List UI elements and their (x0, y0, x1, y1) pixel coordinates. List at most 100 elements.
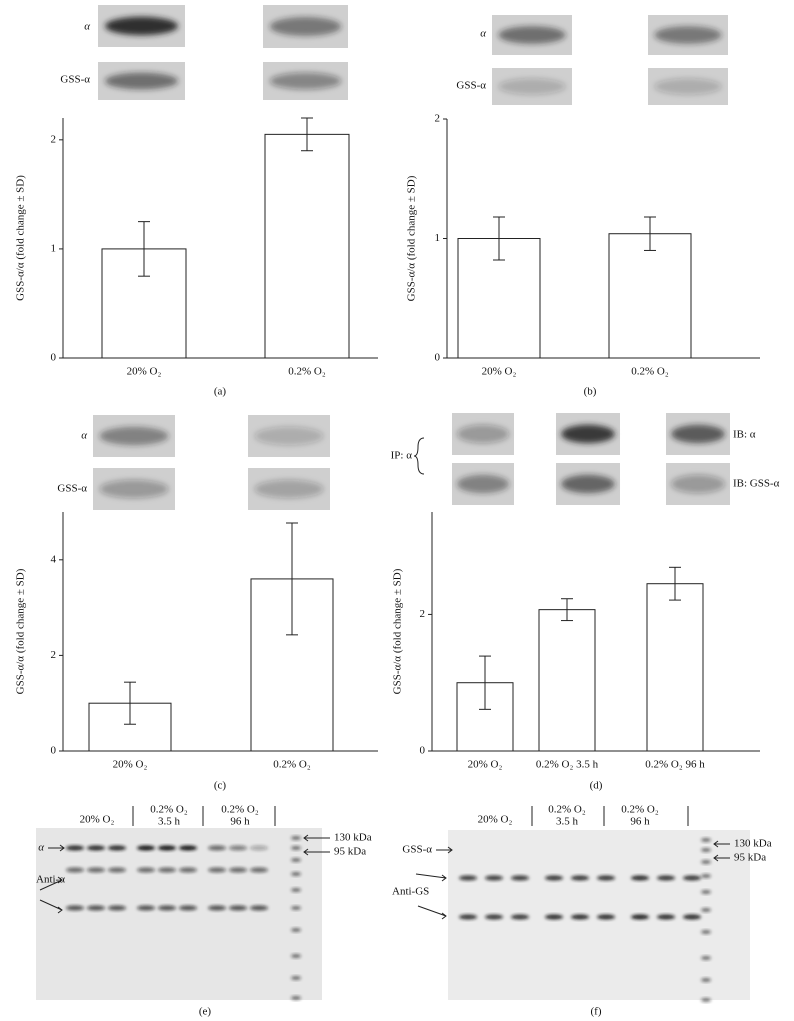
ladder-band (291, 954, 301, 958)
blot-band (158, 867, 176, 873)
ladder-band (701, 908, 711, 912)
blot-band (99, 426, 169, 446)
blot-band (254, 479, 324, 499)
marker-label: 130 kDa (334, 832, 372, 844)
lane-label: 20% O₂ (80, 814, 115, 826)
blot-band (269, 72, 342, 90)
panel-label: (d) (590, 780, 603, 792)
blot-band (66, 905, 84, 911)
blot-band (208, 905, 226, 911)
x-tick-label: 20% O₂ (482, 366, 517, 378)
blot-band (87, 905, 105, 911)
bar (538, 609, 596, 752)
blot (36, 828, 322, 1000)
error-bar (138, 221, 150, 277)
blot-band (158, 845, 176, 851)
blot-band (137, 845, 155, 851)
error-bar (561, 598, 573, 622)
blot-band (511, 875, 529, 881)
y-axis-label: GSS-α/α (fold change ± SD) (406, 175, 418, 301)
ladder-band (701, 838, 711, 842)
blot-band (657, 875, 675, 881)
blot-band (459, 914, 477, 920)
x-tick-label: 0.2% O₂ (288, 366, 326, 378)
lane-label: 96 h (630, 816, 650, 828)
arrow (39, 899, 63, 914)
blot-band (137, 867, 155, 873)
ladder-band (291, 858, 301, 862)
x-tick-label: 0.2% O₂ (631, 366, 669, 378)
marker-arrow (713, 840, 730, 848)
blot-band (671, 474, 725, 494)
y-tick-label: 1 (435, 232, 441, 244)
blot-label: α (84, 21, 90, 33)
x-tick-label: 20% O₂ (113, 759, 148, 771)
ladder-band (291, 836, 301, 840)
blot-label: GSS-α (57, 483, 87, 495)
ladder-band (701, 860, 711, 864)
blot-band (511, 914, 529, 920)
y-tick-label: 2 (420, 608, 426, 620)
x-tick-label: 0.2% O₂ 96 h (645, 759, 705, 771)
marker-arrow (303, 834, 330, 842)
error-bar (493, 216, 505, 261)
blot-band (671, 424, 725, 444)
blot-band (108, 867, 126, 873)
blot-band (254, 426, 324, 446)
arrow (39, 876, 63, 891)
blot-band (250, 867, 268, 873)
marker-label: 130 kDa (734, 838, 772, 850)
blot-band (654, 26, 722, 44)
error-bar (124, 681, 136, 725)
blot-band (158, 905, 176, 911)
y-tick-label: 2 (435, 113, 441, 125)
blot-band (108, 905, 126, 911)
ladder-band (291, 846, 301, 850)
blot-band (683, 914, 701, 920)
blot-band (87, 845, 105, 851)
ladder-band (291, 976, 301, 980)
blot-band (99, 479, 169, 499)
marker-arrow (303, 848, 330, 856)
blot-band (631, 875, 649, 881)
blot-band (459, 875, 477, 881)
marker-label: 95 kDa (734, 852, 766, 864)
blot-band (456, 424, 510, 444)
ladder-band (701, 848, 711, 852)
blot-band (654, 78, 722, 95)
arrow (48, 844, 65, 852)
y-axis-label: GSS-α/α (fold change ± SD) (392, 568, 404, 694)
panel-label: (c) (214, 780, 227, 792)
blot-band (108, 845, 126, 851)
blot-band (208, 845, 226, 851)
y-tick-label: 0 (51, 352, 57, 364)
blot-band (229, 867, 247, 873)
error-bar (644, 216, 656, 251)
blot-band (597, 914, 615, 920)
y-tick-label: 2 (51, 649, 57, 661)
brace (413, 437, 425, 475)
blot-band (66, 867, 84, 873)
lane-label: 0.2% O₂ (150, 804, 188, 816)
ladder-band (701, 998, 711, 1002)
ip-label: IP: α (391, 450, 413, 462)
lane-label: 0.2% O₂ (621, 804, 659, 816)
bar (264, 133, 350, 359)
blot-band (229, 845, 247, 851)
blot-band (269, 17, 342, 36)
marker-label: 95 kDa (334, 846, 366, 858)
blot-band (571, 914, 589, 920)
ladder-band (291, 996, 301, 1000)
lane-label: 0.2% O₂ (548, 804, 586, 816)
blot-band (498, 26, 566, 44)
ladder-band (701, 874, 711, 878)
blot-band (561, 474, 615, 494)
blot-band (485, 914, 503, 920)
blot-band (683, 875, 701, 881)
blot-label: GSS-α (456, 80, 486, 92)
arrow (436, 846, 453, 854)
blot-label: α (480, 28, 486, 40)
ladder-band (701, 956, 711, 960)
blot-band (179, 867, 197, 873)
panel-label: (a) (214, 386, 227, 398)
